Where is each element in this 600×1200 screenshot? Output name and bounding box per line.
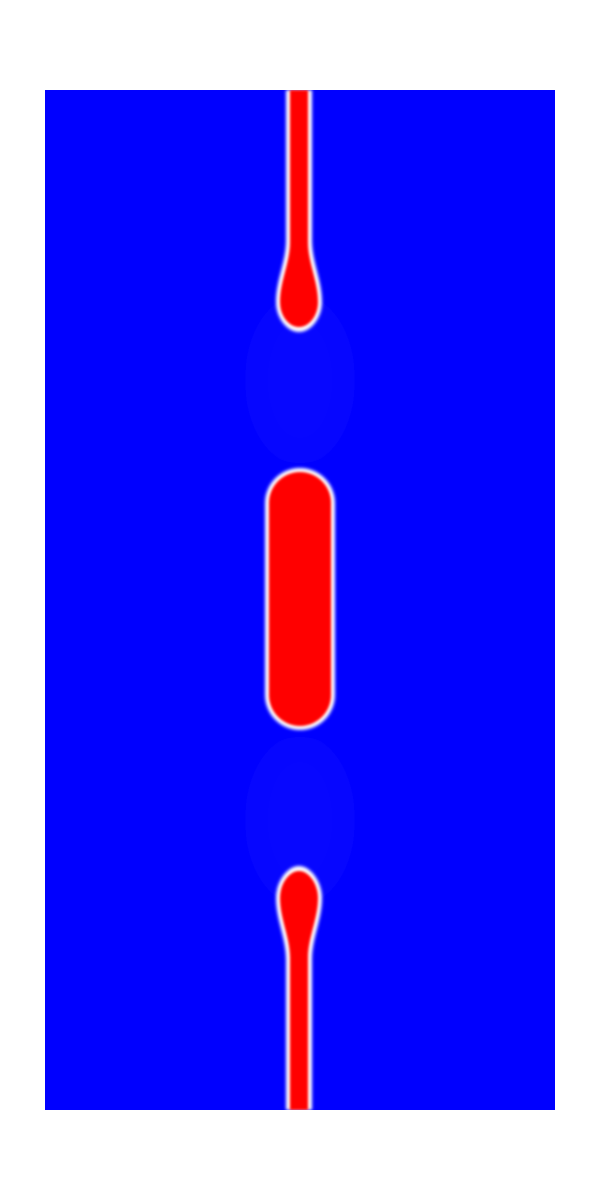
upper-neck-halo <box>245 295 355 465</box>
lower-filament <box>276 866 322 1110</box>
lower-filament-core <box>280 871 318 1110</box>
central-droplet <box>265 468 335 730</box>
lower-neck-halo <box>245 735 355 905</box>
upper-filament-core <box>280 90 318 327</box>
central-droplet-core <box>269 472 331 726</box>
upper-filament <box>276 90 322 332</box>
halo-layer <box>245 295 355 905</box>
